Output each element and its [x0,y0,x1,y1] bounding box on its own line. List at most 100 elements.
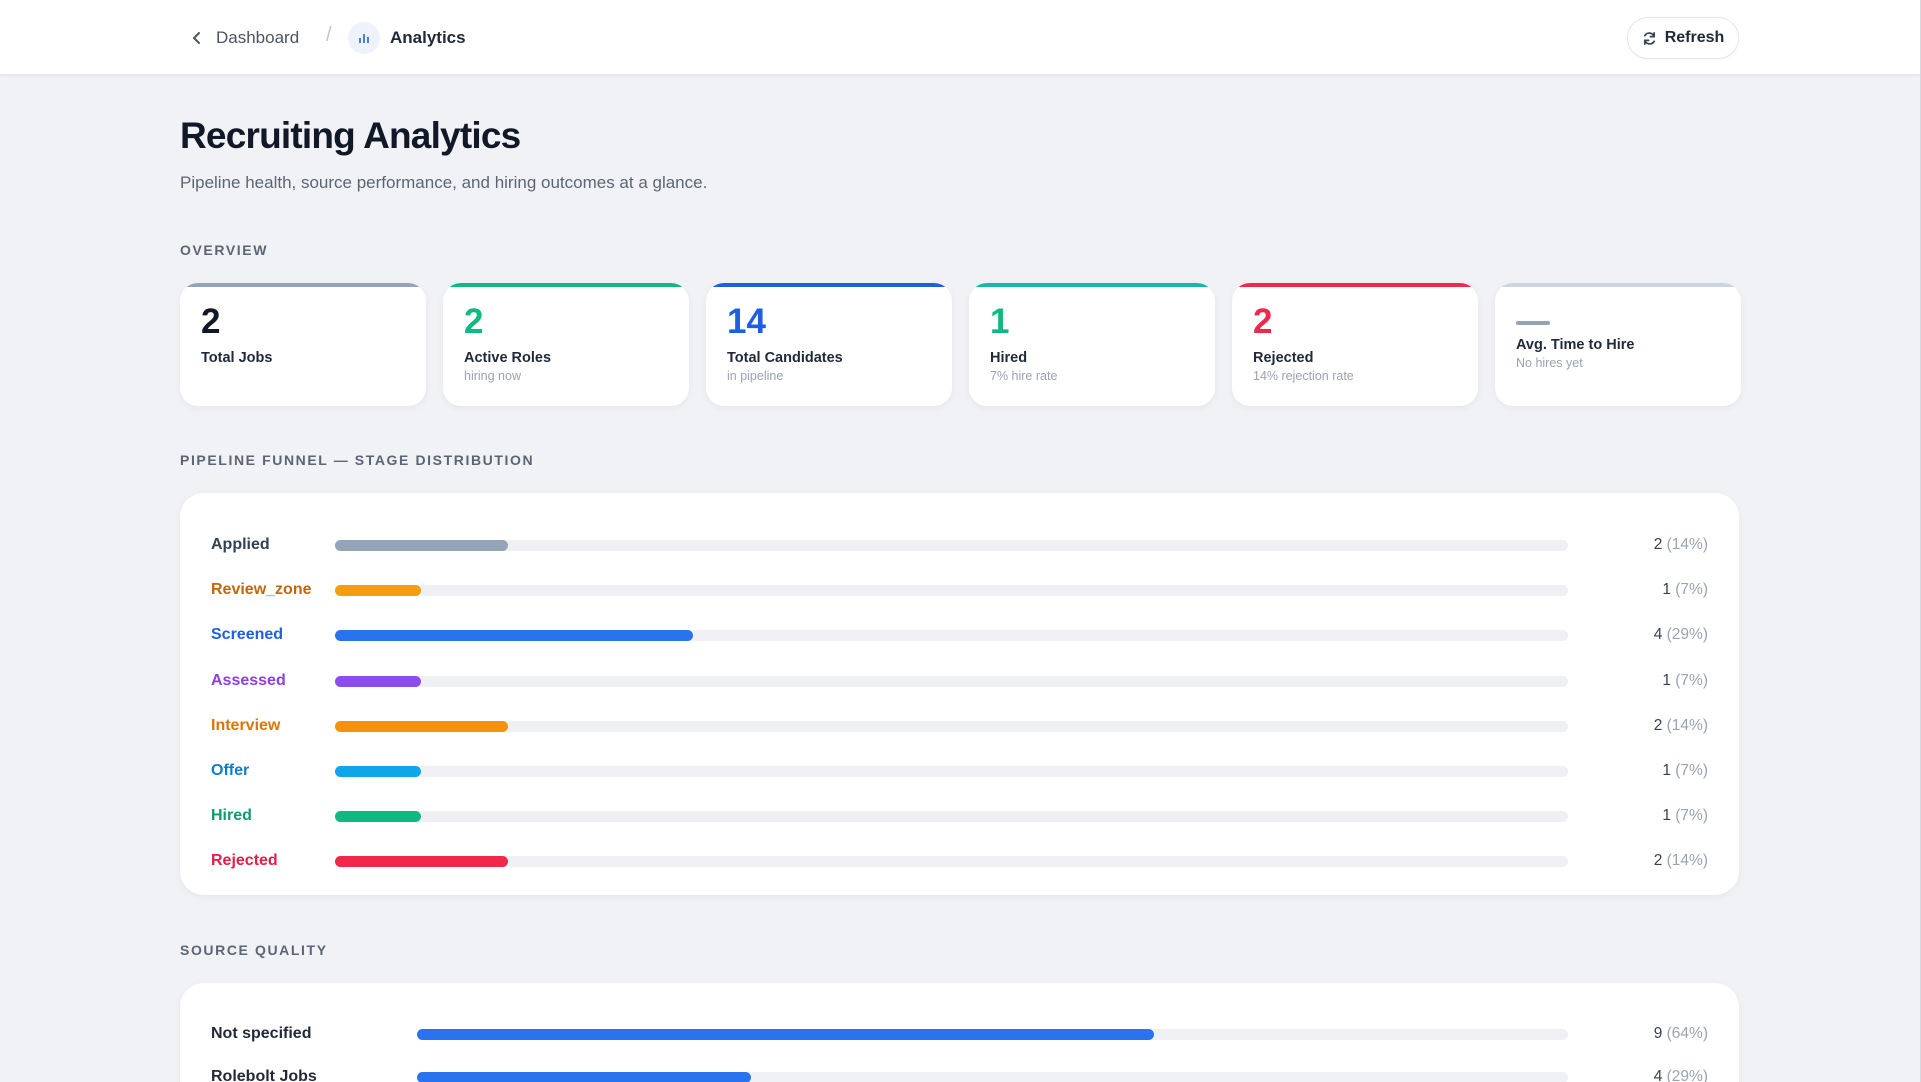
funnel-stage-row-value: 2 (14%) [1654,717,1708,735]
funnel-stage-row: Offer 1 (7%) [180,760,1739,784]
count: 4 [1653,1068,1667,1082]
card-label: Hired [990,350,1028,366]
count: 1 [1662,671,1676,689]
card-accent [180,283,426,287]
bar-track [335,540,1568,551]
page-subtitle: Pipeline health, source performance, and… [180,173,708,192]
card-label: Total Jobs [201,350,273,366]
count: 4 [1653,626,1667,644]
bar-fill [335,585,421,597]
card-label: Rejected [1253,350,1314,366]
pipeline-funnel-panel: Applied 2 (14%) Review_zone 1 (7%) Screened 4… [180,493,1739,895]
top-bar: Dashboard / Analytics Refresh [0,0,1920,75]
count: 1 [1662,581,1676,599]
funnel-stage-row-label: Rejected [211,852,278,870]
source-row-value: 9 (64%) [1654,1025,1708,1043]
overview-section-label: OVERVIEW [180,242,269,258]
stat-card-hired: 1 Hired 7% hire rate [969,283,1215,406]
stat-card-rejected: 2 Rejected 14% rejection rate [1232,283,1478,406]
funnel-stage-row: Screened 4 (29%) [180,624,1739,648]
percent: (7%) [1675,807,1708,825]
percent: (14%) [1666,852,1708,870]
refresh-button[interactable]: Refresh [1627,17,1739,59]
bar-fill [335,720,508,732]
source-section-label: SOURCE QUALITY [180,942,328,958]
funnel-stage-row-label: Applied [211,536,270,553]
count: 1 [1662,762,1676,779]
bar-chart-icon [348,22,380,54]
card-accent [706,283,952,287]
breadcrumb-back-label: Dashboard [216,28,300,47]
source-quality-panel: Not specified 9 (64%) Rolebolt Jobs 4 (29%) [180,983,1739,1082]
stat-card-total-jobs: 2 Total Jobs [180,283,426,406]
card-value: 2 [201,302,221,341]
funnel-stage-row-value: 4 (29%) [1654,626,1708,644]
funnel-stage-row-value: 1 (7%) [1662,807,1708,825]
count: 2 [1653,716,1667,734]
card-label: Total Candidates [727,350,843,366]
overview-cards: 2 Total Jobs 2 Active Roles hiring now 1… [180,283,1741,406]
funnel-stage-row-label: Screened [211,626,284,644]
card-sub: 14% rejection rate [1253,369,1354,383]
card-value: 14 [727,302,766,341]
source-row: Rolebolt Jobs 4 (29%) [180,1066,1739,1082]
bar-track [335,630,1568,642]
percent: (29%) [1666,626,1708,644]
percent: (7%) [1675,762,1708,779]
funnel-stage-row-label: Offer [211,762,250,779]
funnel-stage-row: Assessed 1 (7%) [180,670,1739,694]
refresh-icon [1643,31,1655,45]
source-row-label: Not specified [211,1025,312,1042]
refresh-button-label: Refresh [1664,29,1725,46]
funnel-section-label: PIPELINE FUNNEL — STAGE DISTRIBUTION [180,452,535,468]
bar-fill [335,766,421,777]
percent: (14%) [1666,536,1708,553]
chevron-left-icon [193,32,200,44]
bar-fill [335,675,421,687]
bar-fill [335,630,693,642]
source-row: Not specified 9 (64%) [180,1023,1739,1047]
funnel-stage-row-label: Review_zone [211,581,312,599]
breadcrumb-back-link[interactable]: Dashboard [190,23,299,53]
card-label: Avg. Time to Hire [1516,337,1635,353]
bar-track [335,766,1568,777]
percent: (7%) [1675,581,1708,599]
source-row-label: Rolebolt Jobs [211,1068,317,1082]
bar-track [335,811,1568,823]
funnel-stage-row: Hired 1 (7%) [180,805,1739,829]
bar-track [335,585,1568,597]
card-value: 2 [1253,302,1273,341]
card-value: 1 [990,302,1010,341]
card-accent [1232,283,1478,287]
breadcrumb-current-label: Analytics [390,28,466,47]
bar-fill [335,811,421,823]
funnel-stage-row-label: Assessed [211,671,286,689]
card-sub: No hires yet [1516,356,1583,370]
bar-track [335,675,1568,687]
percent: (14%) [1666,716,1708,734]
bar-fill [335,856,508,868]
stat-card-avg-time-to-hire: Avg. Time to Hire No hires yet [1495,283,1741,406]
funnel-stage-row-value: 2 (14%) [1654,852,1708,870]
card-value: 2 [464,302,484,341]
funnel-stage-row-label: Hired [211,807,252,825]
funnel-stage-row: Applied 2 (14%) [180,534,1739,558]
bar-fill [417,1072,751,1082]
count: 2 [1653,536,1667,553]
count: 9 [1653,1025,1667,1042]
bar-track [417,1029,1568,1040]
card-sub: in pipeline [727,369,784,383]
funnel-stage-row-value: 1 (7%) [1662,581,1708,599]
page-title: Recruiting Analytics [180,115,521,156]
funnel-stage-row: Review_zone 1 (7%) [180,579,1739,603]
count: 1 [1662,807,1676,825]
count: 2 [1653,852,1667,870]
card-sub: hiring now [464,369,521,383]
funnel-stage-row-value: 2 (14%) [1654,536,1708,554]
breadcrumb-separator: / [326,24,332,46]
percent: (29%) [1666,1068,1708,1082]
funnel-stage-row: Rejected 2 (14%) [180,850,1739,874]
card-sub: 7% hire rate [990,369,1058,383]
percent: (64%) [1666,1025,1708,1042]
bar-fill [417,1029,1154,1040]
